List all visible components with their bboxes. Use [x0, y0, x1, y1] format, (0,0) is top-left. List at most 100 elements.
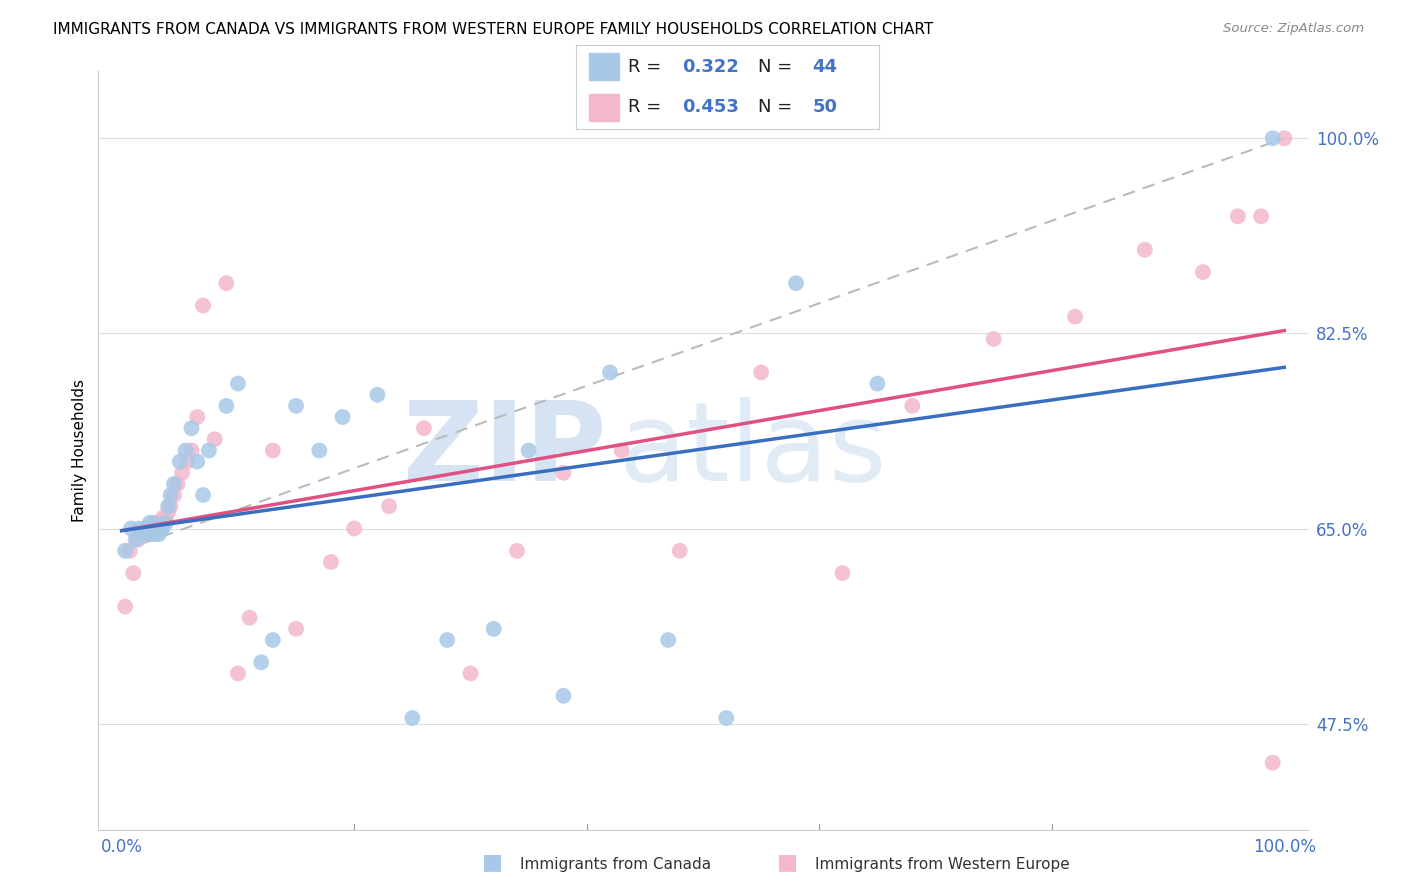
- Point: [285, 622, 308, 636]
- Point: [134, 522, 156, 536]
- Text: 44: 44: [813, 58, 837, 76]
- Point: [866, 376, 889, 391]
- Point: [831, 566, 853, 581]
- Point: [141, 522, 163, 536]
- Point: [1261, 756, 1284, 770]
- Point: [143, 522, 166, 536]
- Point: [186, 455, 208, 469]
- Point: [122, 566, 145, 581]
- Point: [124, 533, 146, 547]
- Point: [657, 633, 679, 648]
- Point: [120, 522, 142, 536]
- Point: [215, 277, 238, 291]
- Point: [148, 522, 170, 536]
- Point: [506, 544, 529, 558]
- Point: [517, 443, 540, 458]
- Y-axis label: Family Households: Family Households: [72, 379, 87, 522]
- Text: Immigrants from Canada: Immigrants from Canada: [520, 857, 711, 872]
- Text: ZIP: ZIP: [404, 397, 606, 504]
- Point: [191, 299, 214, 313]
- Point: [204, 433, 226, 447]
- Point: [1192, 265, 1215, 279]
- Point: [250, 655, 273, 669]
- Point: [332, 410, 354, 425]
- Point: [142, 516, 165, 530]
- Point: [749, 366, 772, 380]
- Point: [180, 421, 202, 435]
- Point: [136, 522, 159, 536]
- Point: [343, 522, 366, 536]
- Point: [163, 477, 186, 491]
- Point: [553, 466, 575, 480]
- Point: [145, 522, 167, 536]
- Point: [553, 689, 575, 703]
- Point: [159, 500, 181, 514]
- Point: [319, 555, 342, 569]
- Point: [150, 522, 173, 536]
- Point: [482, 622, 505, 636]
- Point: [239, 611, 262, 625]
- Point: [401, 711, 423, 725]
- Point: [138, 522, 160, 536]
- Point: [157, 500, 180, 514]
- Bar: [589, 54, 619, 80]
- Point: [262, 633, 284, 648]
- Point: [114, 599, 136, 614]
- Text: N =: N =: [758, 98, 797, 116]
- Point: [366, 387, 388, 401]
- Point: [148, 527, 170, 541]
- Text: 0.453: 0.453: [682, 98, 740, 116]
- Point: [127, 533, 149, 547]
- Point: [215, 399, 238, 413]
- Point: [1226, 210, 1249, 224]
- Bar: [589, 94, 619, 120]
- Point: [143, 527, 166, 541]
- Point: [599, 366, 621, 380]
- Point: [262, 443, 284, 458]
- Point: [114, 544, 136, 558]
- Point: [150, 516, 173, 530]
- Point: [128, 522, 150, 536]
- Point: [138, 516, 160, 530]
- Point: [131, 527, 153, 541]
- Point: [155, 510, 177, 524]
- Point: [186, 410, 208, 425]
- Point: [983, 332, 1005, 346]
- Point: [198, 443, 221, 458]
- Point: [174, 443, 197, 458]
- Point: [1261, 131, 1284, 145]
- Text: Immigrants from Western Europe: Immigrants from Western Europe: [815, 857, 1070, 872]
- Text: R =: R =: [628, 58, 666, 76]
- Point: [436, 633, 458, 648]
- Point: [150, 522, 173, 536]
- Text: IMMIGRANTS FROM CANADA VS IMMIGRANTS FROM WESTERN EUROPE FAMILY HOUSEHOLDS CORRE: IMMIGRANTS FROM CANADA VS IMMIGRANTS FRO…: [53, 22, 934, 37]
- Point: [152, 510, 174, 524]
- Point: [285, 399, 308, 413]
- Point: [1272, 131, 1295, 145]
- Point: [1250, 210, 1272, 224]
- Text: 0.322: 0.322: [682, 58, 740, 76]
- Point: [136, 527, 159, 541]
- Point: [172, 466, 194, 480]
- Text: R =: R =: [628, 98, 666, 116]
- Point: [134, 527, 156, 541]
- Point: [413, 421, 436, 435]
- Point: [131, 527, 153, 541]
- Text: ■: ■: [778, 853, 797, 872]
- Point: [166, 477, 188, 491]
- Point: [785, 277, 807, 291]
- Point: [180, 443, 202, 458]
- Text: atlas: atlas: [619, 397, 887, 504]
- Text: ■: ■: [482, 853, 502, 872]
- Point: [118, 544, 141, 558]
- Point: [901, 399, 924, 413]
- Point: [1064, 310, 1087, 324]
- Point: [191, 488, 214, 502]
- Point: [176, 455, 198, 469]
- Point: [610, 443, 633, 458]
- Point: [159, 488, 181, 502]
- Point: [716, 711, 738, 725]
- Point: [139, 527, 162, 541]
- Text: N =: N =: [758, 58, 797, 76]
- Point: [163, 488, 186, 502]
